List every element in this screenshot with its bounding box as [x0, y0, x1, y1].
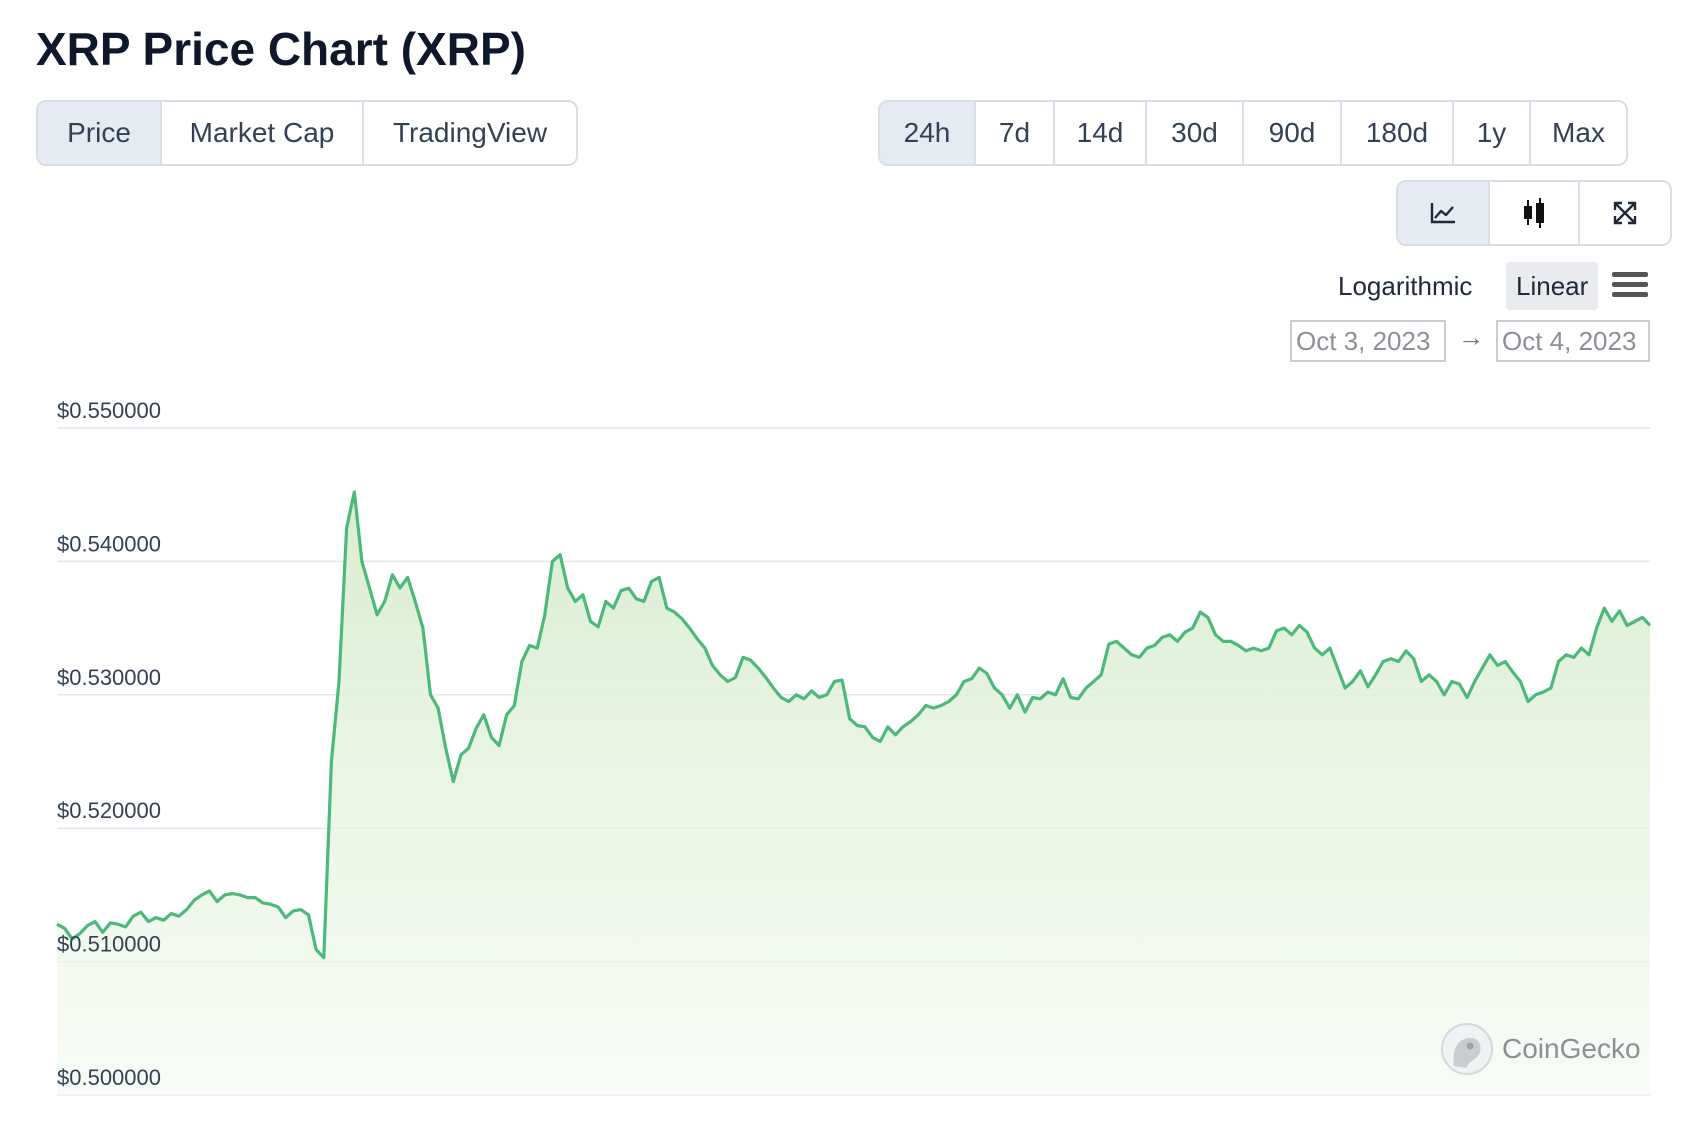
fullscreen-button[interactable]: [1580, 182, 1670, 244]
price-area-fill: [57, 492, 1650, 1095]
range-90d[interactable]: 90d: [1244, 102, 1342, 164]
y-tick-label: $0.520000: [57, 798, 161, 823]
coingecko-watermark: CoinGecko: [1440, 1022, 1641, 1076]
y-tick-label: $0.550000: [57, 398, 161, 423]
date-range-arrow: →: [1458, 322, 1484, 352]
chart-type-tools: [1396, 180, 1672, 246]
view-tabs: Price Market Cap TradingView: [36, 100, 578, 166]
page-title: XRP Price Chart (XRP): [36, 23, 526, 75]
brand-name: CoinGecko: [1502, 1033, 1641, 1064]
tab-price[interactable]: Price: [38, 102, 162, 164]
range-14d[interactable]: 14d: [1055, 102, 1147, 164]
range-24h[interactable]: 24h: [880, 102, 976, 164]
candlestick-button[interactable]: [1490, 182, 1580, 244]
hamburger-menu-icon[interactable]: [1612, 270, 1648, 300]
candlestick-icon: [1524, 198, 1544, 228]
gecko-logo-icon: [1441, 1023, 1493, 1075]
date-to-input[interactable]: Oct 4, 2023: [1496, 320, 1650, 362]
range-180d[interactable]: 180d: [1342, 102, 1454, 164]
linear-scale-option[interactable]: Linear: [1506, 262, 1599, 310]
tab-market-cap[interactable]: Market Cap: [162, 102, 364, 164]
fullscreen-icon: [1613, 201, 1637, 225]
price-line: [56, 490, 1652, 960]
y-tick-label: $0.530000: [57, 665, 161, 690]
line-chart-icon: [1430, 203, 1455, 224]
range-tabs: 24h 7d 14d 30d 90d 180d 1y Max: [878, 100, 1628, 166]
range-max[interactable]: Max: [1552, 117, 1605, 148]
line-chart-button[interactable]: [1398, 182, 1490, 244]
y-tick-label: $0.510000: [57, 932, 161, 957]
range-1y[interactable]: 1y: [1454, 102, 1531, 164]
y-tick-label: $0.540000: [57, 531, 161, 556]
logarithmic-scale-option[interactable]: Logarithmic: [1338, 270, 1473, 301]
tab-tradingview[interactable]: TradingView: [392, 117, 548, 148]
date-from-input[interactable]: Oct 3, 2023: [1290, 320, 1446, 362]
y-tick-label: $0.500000: [57, 1065, 161, 1090]
range-30d[interactable]: 30d: [1147, 102, 1244, 164]
range-7d[interactable]: 7d: [976, 102, 1055, 164]
